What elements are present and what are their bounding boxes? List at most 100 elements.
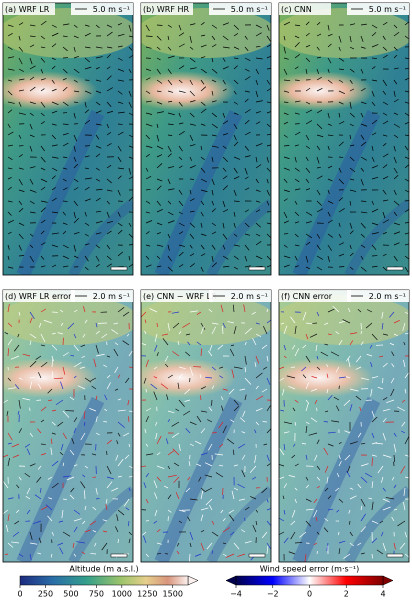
wind-arrow — [327, 508, 334, 511]
wind-arrow — [382, 417, 387, 423]
wind-arrow — [393, 46, 398, 51]
wind-arrow — [84, 505, 87, 511]
wind-arrow — [95, 90, 102, 94]
wind-arrow — [145, 416, 149, 423]
wind-arrow — [106, 481, 113, 489]
wind-arrow — [219, 375, 224, 379]
wind-arrow — [51, 43, 57, 48]
wind-arrow — [40, 78, 46, 81]
wind-arrow — [29, 317, 33, 324]
wind-arrow — [294, 487, 298, 491]
wind-arrow — [283, 121, 289, 125]
wind-arrow — [360, 35, 364, 42]
wind-arrow — [262, 421, 268, 423]
wind-arrow — [349, 441, 358, 445]
wind-arrow — [294, 348, 300, 357]
wind-arrow — [290, 531, 296, 540]
wind-arrow — [7, 231, 12, 235]
wind-arrow — [244, 167, 248, 175]
wind-arrow — [18, 553, 24, 557]
wind-arrow — [211, 550, 214, 555]
wind-arrow — [29, 200, 35, 205]
wind-arrow — [327, 255, 330, 262]
wind-arrow — [167, 178, 171, 185]
wind-arrow — [244, 109, 251, 114]
wind-arrow — [51, 32, 59, 37]
wind-arrow — [7, 458, 10, 467]
wind-arrow — [29, 166, 36, 169]
wind-arrow — [167, 244, 170, 251]
wind-arrow — [255, 178, 259, 184]
wind-arrow — [382, 487, 386, 492]
wind-arrow — [393, 90, 396, 97]
wind-arrow — [233, 123, 238, 130]
wind-arrow — [160, 383, 169, 390]
wind-arrow — [84, 66, 92, 70]
wind-arrow — [48, 399, 53, 401]
wind-arrow — [200, 222, 203, 228]
wind-arrow — [338, 242, 344, 246]
wind-arrow — [156, 208, 164, 213]
wind-arrow — [178, 399, 185, 407]
wind-arrow — [200, 145, 203, 151]
wind-arrow — [255, 156, 258, 163]
wind-arrow — [338, 35, 342, 43]
wind-arrow — [371, 119, 378, 125]
wind-arrow — [106, 263, 112, 268]
wind-arrow — [40, 112, 45, 117]
key-label: 2.0 m s⁻¹ — [369, 292, 406, 301]
wind-arrow — [244, 377, 252, 385]
wind-arrow — [84, 46, 91, 49]
wind-arrow — [220, 396, 224, 401]
wind-arrow — [200, 348, 202, 357]
wind-arrow — [211, 35, 216, 41]
wind-arrow — [156, 542, 162, 545]
wind-arrow — [95, 178, 101, 182]
wind-arrow — [178, 43, 185, 48]
wind-arrow — [117, 307, 125, 313]
wind-arrow — [222, 265, 230, 268]
wind-arrow — [313, 498, 318, 504]
wind-arrow — [360, 552, 365, 555]
wind-arrow — [349, 230, 354, 235]
wind-arrow — [369, 344, 373, 349]
wind-arrow — [167, 188, 175, 191]
panel-frame — [140, 2, 272, 276]
wind-arrow — [73, 163, 79, 169]
wind-arrow — [6, 410, 9, 416]
wind-arrow — [371, 200, 374, 205]
wind-arrow — [95, 167, 100, 171]
wind-arrow — [7, 338, 13, 346]
wind-arrow — [189, 253, 195, 257]
wind-arrow — [29, 35, 36, 38]
wind-arrow — [338, 167, 342, 173]
wind-arrow — [218, 443, 224, 448]
wind-arrow — [3, 480, 9, 489]
wind-arrow — [280, 409, 285, 412]
wind-arrow — [95, 197, 101, 202]
peak — [141, 71, 236, 111]
wind-arrow — [143, 377, 147, 384]
wind-arrow — [310, 388, 318, 392]
wind-arrow — [29, 145, 33, 152]
wind-arrow — [283, 68, 288, 75]
wind-arrow — [117, 167, 124, 170]
wind-arrow — [95, 188, 103, 191]
wind-arrow — [255, 189, 261, 192]
wind-arrow — [283, 112, 289, 116]
wind-arrow — [349, 266, 354, 270]
wind-arrow — [255, 233, 261, 237]
wind-arrow — [393, 175, 399, 180]
wind-arrow — [327, 79, 333, 84]
wind-arrow — [106, 178, 112, 184]
wind-arrow — [371, 376, 379, 379]
wind-arrow — [128, 176, 133, 180]
wind-arrow — [302, 374, 307, 379]
wind-arrow — [95, 46, 103, 49]
wind-arrow — [238, 498, 246, 501]
wind-arrow — [200, 44, 207, 48]
wind-arrow — [37, 465, 42, 470]
wind-arrow — [18, 101, 22, 107]
wind-arrow — [393, 112, 399, 116]
wind-arrow — [393, 432, 397, 437]
